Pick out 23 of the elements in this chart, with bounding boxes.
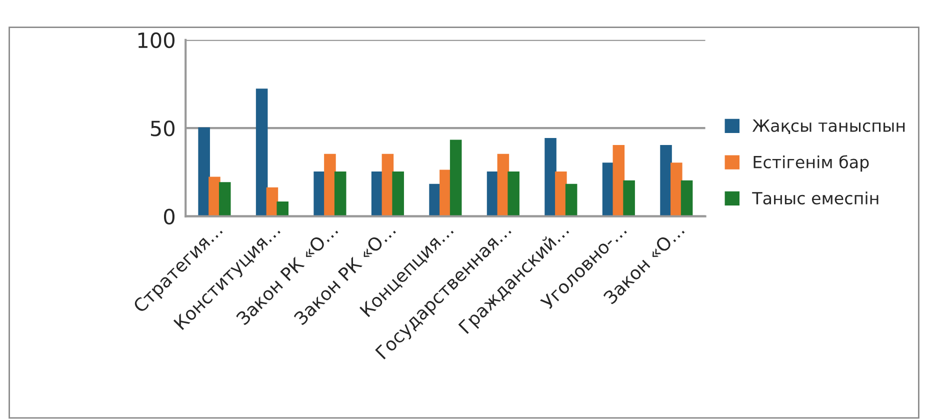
- y-tick-label: 0: [164, 208, 174, 225]
- bar: [450, 140, 462, 216]
- bar: [670, 162, 682, 216]
- bar: [256, 88, 268, 216]
- legend-label: Таныс емеспін: [752, 192, 878, 204]
- bar: [324, 154, 336, 216]
- bar: [544, 138, 556, 216]
- bar: [660, 145, 672, 216]
- y-tick-label: 100: [138, 32, 174, 48]
- bar: [198, 127, 210, 216]
- bar: [334, 172, 346, 216]
- y-tick-label: 50: [150, 120, 174, 136]
- bar: [612, 145, 625, 216]
- legend-label: Жақсы таныспын: [752, 120, 905, 134]
- bar: [623, 180, 635, 216]
- bar: [555, 172, 567, 216]
- bar: [508, 172, 520, 216]
- bar: [276, 201, 288, 216]
- bar: [680, 180, 693, 216]
- legend-label: Естігенім бар: [754, 155, 869, 172]
- bar: [565, 184, 578, 216]
- bar: [218, 182, 231, 216]
- bar: [392, 172, 404, 216]
